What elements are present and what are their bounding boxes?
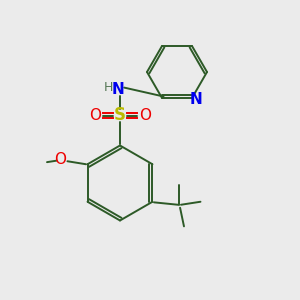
Text: N: N [111,82,124,97]
Text: O: O [139,108,151,123]
Text: O: O [89,108,101,123]
Text: O: O [55,152,67,167]
Text: N: N [189,92,202,107]
Text: S: S [114,106,126,124]
Text: H: H [104,81,113,94]
